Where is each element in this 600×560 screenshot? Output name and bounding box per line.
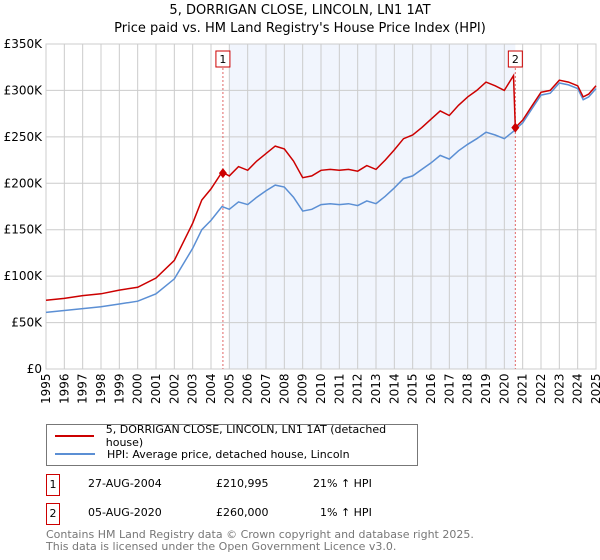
y-tick-label: £50K bbox=[11, 316, 43, 330]
y-tick-label: £250K bbox=[4, 130, 44, 144]
sale-point bbox=[218, 168, 227, 179]
property-price-line bbox=[45, 73, 597, 302]
legend: 5, DORRIGAN CLOSE, LINCOLN, LN1 1AT (det… bbox=[46, 423, 418, 466]
x-tick-label: 2004 bbox=[204, 373, 218, 404]
plot-frame bbox=[45, 43, 597, 370]
x-tick-label: 2006 bbox=[241, 373, 255, 404]
x-tick-label: 2013 bbox=[369, 373, 383, 404]
sale-price: £260,000 bbox=[216, 506, 269, 519]
x-tick-label: 2017 bbox=[442, 373, 456, 404]
x-tick-label: 1997 bbox=[76, 373, 90, 404]
sale-label-box bbox=[215, 50, 231, 68]
x-tick-label: 2021 bbox=[516, 373, 530, 404]
x-tick-label: 1996 bbox=[57, 373, 71, 404]
x-tick-label: 1998 bbox=[94, 373, 108, 404]
sale-hpi: 1% ↑ HPI bbox=[320, 506, 372, 519]
footer-line-2: This data is licensed under the Open Gov… bbox=[46, 540, 397, 553]
sale-badge: 1 bbox=[46, 474, 60, 496]
sale-date: 05-AUG-2020 bbox=[88, 506, 162, 519]
x-tick-label: 2016 bbox=[424, 373, 438, 404]
sale-date: 27-AUG-2004 bbox=[88, 477, 162, 490]
x-tick-label: 2000 bbox=[131, 373, 145, 404]
x-tick-label: 2024 bbox=[571, 373, 585, 404]
legend-hpi: HPI: Average price, detached house, Linc… bbox=[107, 447, 350, 461]
x-tick-label: 2003 bbox=[186, 373, 200, 404]
x-tick-label: 2023 bbox=[552, 373, 566, 404]
x-tick-label: 1999 bbox=[112, 373, 126, 404]
x-tick-label: 2005 bbox=[222, 373, 236, 404]
sale-label-box bbox=[507, 50, 523, 68]
x-tick-label: 2018 bbox=[461, 373, 475, 404]
x-tick-label: 2022 bbox=[534, 373, 548, 404]
sale-row: 1 27-AUG-2004 £210,995 21% ↑ HPI bbox=[46, 474, 446, 496]
y-tick-label: £100K bbox=[4, 269, 44, 283]
x-tick-label: 2012 bbox=[351, 373, 365, 404]
x-tick-label: 2020 bbox=[497, 373, 511, 404]
sale-hpi: 21% ↑ HPI bbox=[313, 477, 372, 490]
x-tick-label: 1995 bbox=[39, 373, 53, 404]
y-tick-label: £350K bbox=[4, 37, 44, 51]
sale-label: 1 bbox=[219, 53, 226, 66]
x-tick-label: 2025 bbox=[589, 373, 600, 404]
y-tick-label: £200K bbox=[4, 176, 44, 190]
x-tick-label: 2002 bbox=[167, 373, 181, 404]
legend-red-line bbox=[55, 435, 94, 437]
y-tick-label: £300K bbox=[4, 83, 44, 97]
footer-line-1: Contains HM Land Registry data © Crown c… bbox=[46, 528, 474, 541]
footer: Contains HM Land Registry data © Crown c… bbox=[46, 529, 474, 553]
hpi-line bbox=[45, 82, 597, 314]
x-tick-label: 2007 bbox=[259, 373, 273, 404]
x-tick-label: 2001 bbox=[149, 373, 163, 404]
sale-point bbox=[511, 122, 520, 133]
x-tick-label: 2009 bbox=[296, 373, 310, 404]
legend-property: 5, DORRIGAN CLOSE, LINCOLN, LN1 1AT (det… bbox=[105, 423, 387, 449]
legend-blue-line bbox=[55, 453, 95, 455]
x-tick-label: 2011 bbox=[332, 373, 346, 404]
x-tick-label: 2008 bbox=[277, 373, 291, 404]
y-tick-label: £0 bbox=[27, 362, 42, 376]
sale-label: 2 bbox=[512, 53, 519, 66]
price-chart: £0 £50K £100K £150K £200K £250K £300K £350K 1995… bbox=[4, 37, 600, 404]
sale-row: 2 05-AUG-2020 £260,000 1% ↑ HPI bbox=[46, 503, 446, 525]
x-tick-label: 2014 bbox=[387, 373, 401, 404]
x-tick-label: 2010 bbox=[314, 373, 328, 404]
sale-price: £210,995 bbox=[216, 477, 269, 490]
chart-title: 5, DORRIGAN CLOSE, LINCOLN, LN1 1AT bbox=[169, 3, 431, 18]
sale-badge: 2 bbox=[46, 503, 60, 525]
chart-subtitle: Price paid vs. HM Land Registry's House … bbox=[114, 21, 486, 36]
x-tick-label: 2019 bbox=[479, 373, 493, 404]
x-tick-label: 2015 bbox=[406, 373, 420, 404]
y-tick-label: £150K bbox=[4, 223, 44, 237]
